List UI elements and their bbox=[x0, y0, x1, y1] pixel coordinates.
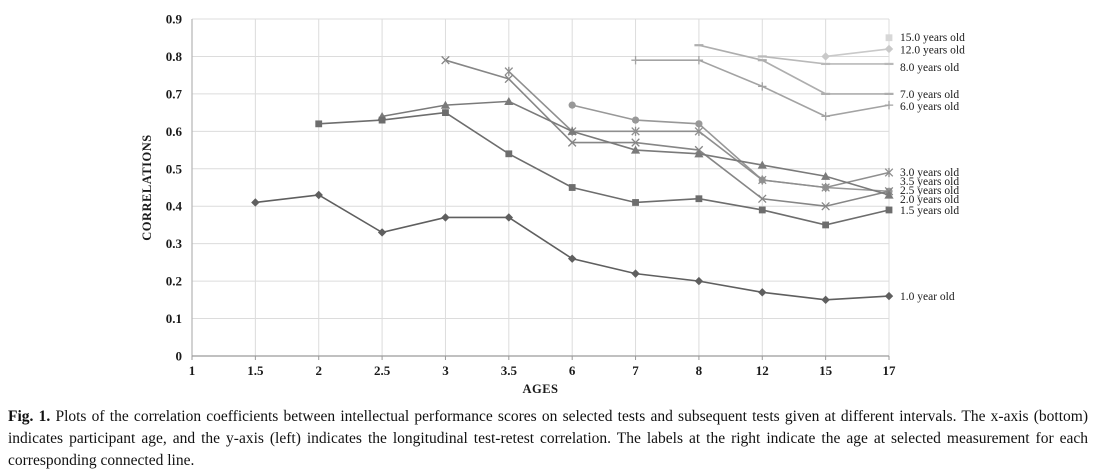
series-label: 3.0 years old bbox=[900, 167, 959, 179]
series-15.0-years-old: 15.0 years old bbox=[885, 32, 965, 44]
series-3.5-years-old: 3.5 years old bbox=[568, 101, 959, 195]
figure-caption: Fig. 1. Plots of the correlation coeffic… bbox=[0, 404, 1096, 472]
series-2.0-years-old: 2.0 years old bbox=[377, 96, 959, 206]
x-tick-label: 12 bbox=[756, 363, 769, 378]
x-axis-title: AGES bbox=[522, 382, 558, 396]
x-tick-label: 2.5 bbox=[374, 363, 391, 378]
series-label: 2.0 years old bbox=[900, 194, 959, 206]
series-6.0-years-old: 6.0 years old bbox=[631, 55, 959, 121]
figure-caption-text: Plots of the correlation coefficients be… bbox=[8, 408, 1089, 469]
y-tick-label: 0 bbox=[176, 349, 183, 364]
series-label: 6.0 years old bbox=[900, 101, 959, 113]
series-label: 2.5 years old bbox=[900, 185, 959, 197]
gridlines bbox=[192, 18, 890, 356]
y-tick-label: 0.9 bbox=[166, 12, 183, 27]
y-axis-title: CORRELATIONS bbox=[140, 134, 154, 240]
x-tick-label: 8 bbox=[696, 363, 703, 378]
y-tick-label: 0.3 bbox=[166, 236, 183, 251]
x-tick-label: 15 bbox=[819, 363, 833, 378]
x-tick-label: 2 bbox=[315, 363, 322, 378]
y-tick-labels: 0.9 0.8 0.7 0.6 0.5 0.4 0.3 0.2 0.1 0 bbox=[166, 12, 183, 364]
series-12.0-years-old: 12.0 years old bbox=[821, 45, 965, 61]
series-7.0-years-old: 7.0 years old bbox=[694, 44, 959, 101]
correlation-line-chart: 0.9 0.8 0.7 0.6 0.5 0.4 0.3 0.2 0.1 01 1.5 2 2.5 3 3.5… bbox=[140, 12, 965, 397]
series-1.0-year-old: 1.0 year old bbox=[251, 190, 955, 305]
x-tick-label: 3 bbox=[442, 363, 449, 378]
series-label: 1.0 year old bbox=[900, 291, 955, 303]
x-tick-label: 1 bbox=[189, 363, 196, 378]
y-tick-label: 0.1 bbox=[166, 311, 182, 326]
x-tick-label: 6 bbox=[569, 363, 576, 378]
y-tick-label: 0.7 bbox=[166, 86, 183, 101]
series-8.0-years-old: 8.0 years old bbox=[757, 55, 959, 74]
axes bbox=[191, 19, 890, 360]
x-tick-label: 17 bbox=[883, 363, 897, 378]
x-tick-label: 3.5 bbox=[501, 363, 518, 378]
y-tick-label: 0.8 bbox=[166, 49, 183, 64]
x-tick-labels: 1 1.5 2 2.5 3 3.5 6 7 8 12 15 17 bbox=[189, 363, 896, 378]
figure-caption-label: Fig. 1. bbox=[8, 408, 51, 425]
x-tick-label: 7 bbox=[632, 363, 639, 378]
x-tick-label: 1.5 bbox=[247, 363, 264, 378]
y-tick-label: 0.6 bbox=[166, 124, 183, 139]
y-tick-label: 0.5 bbox=[166, 161, 183, 176]
series-label: 12.0 years old bbox=[900, 45, 965, 57]
series-label: 3.5 years old bbox=[900, 176, 959, 188]
y-tick-label: 0.2 bbox=[166, 274, 182, 289]
series-1.5-years-old: 1.5 years old bbox=[315, 109, 959, 229]
series-label: 7.0 years old bbox=[900, 89, 959, 101]
y-tick-label: 0.4 bbox=[166, 199, 183, 214]
series-label: 15.0 years old bbox=[900, 32, 965, 44]
series-label: 1.5 years old bbox=[900, 205, 959, 217]
series-label: 8.0 years old bbox=[900, 62, 959, 74]
